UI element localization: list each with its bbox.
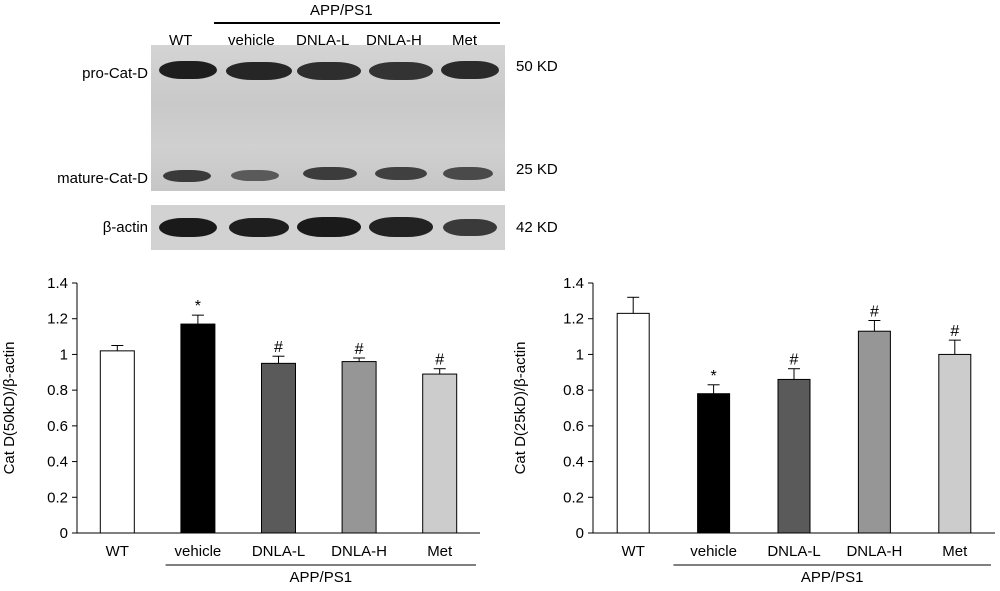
- significance-mark-dnla-l: #: [274, 339, 283, 356]
- y-tick-label: 1.2: [47, 311, 68, 328]
- group-label: APP/PS1: [290, 569, 353, 586]
- cat-d-blot-image: [151, 45, 505, 191]
- bar-dnla-h: [341, 361, 377, 534]
- y-tick-label: 0.4: [563, 454, 584, 471]
- x-tick-label-met: Met: [427, 543, 453, 560]
- actin-band-wt: [159, 218, 217, 237]
- actin-band-dnla-h: [369, 217, 433, 237]
- significance-mark-met: #: [435, 352, 444, 369]
- x-tick-label-dnla-h: DNLA-H: [846, 543, 902, 560]
- x-tick-label-wt: WT: [106, 543, 129, 560]
- y-tick-label: 0.2: [47, 489, 68, 506]
- y-tick-label: 0: [60, 525, 68, 542]
- blot-group-line: [214, 22, 500, 24]
- marker-label-42kd: 42 KD: [516, 219, 558, 236]
- x-tick-label-vehicle: vehicle: [175, 543, 222, 560]
- significance-mark-dnla-h: #: [870, 304, 879, 321]
- y-tick-label: 0.8: [47, 382, 68, 399]
- lane-label-vehicle: vehicle: [228, 32, 275, 49]
- x-tick-label-met: Met: [942, 543, 968, 560]
- mature-band-met: [443, 167, 493, 180]
- x-tick-label-dnla-l: DNLA-L: [767, 543, 820, 560]
- mature-band-vehicle: [231, 170, 279, 181]
- bar-wt: [616, 312, 650, 534]
- significance-mark-dnla-l: #: [790, 352, 799, 369]
- y-tick-label: 0: [576, 525, 584, 542]
- x-tick-label-dnla-h: DNLA-H: [331, 543, 387, 560]
- y-tick-label: 1.2: [563, 311, 584, 328]
- group-label: APP/PS1: [801, 569, 864, 586]
- mature-band-wt: [163, 170, 211, 182]
- bar-dnla-h: [857, 330, 891, 534]
- bar-vehicle: [697, 393, 731, 534]
- y-tick-label: 0.6: [47, 418, 68, 435]
- actin-band-dnla-l: [297, 217, 361, 237]
- pro-band-vehicle: [226, 62, 292, 80]
- row-label-pro-cat-d: pro-Cat-D: [82, 65, 148, 82]
- lane-label-dnla-h: DNLA-H: [366, 32, 422, 49]
- marker-label-25kd: 25 KD: [516, 161, 558, 178]
- y-axis-label: Cat D(25kD)/β-actin: [512, 342, 529, 475]
- significance-mark-vehicle: *: [195, 298, 201, 315]
- x-tick-label-vehicle: vehicle: [690, 543, 737, 560]
- y-tick-label: 0.4: [47, 454, 68, 471]
- row-label-mature-cat-d: mature-Cat-D: [57, 170, 148, 187]
- significance-mark-vehicle: *: [710, 368, 716, 385]
- bar-met: [422, 373, 458, 534]
- bar-met: [938, 353, 972, 534]
- blot-group-label: APP/PS1: [310, 2, 373, 19]
- actin-band-vehicle: [229, 218, 289, 237]
- lane-label-met: Met: [452, 32, 478, 49]
- beta-actin-blot-image: [151, 205, 505, 250]
- mature-band-dnla-l: [303, 167, 357, 180]
- lane-label-dnla-l: DNLA-L: [296, 32, 350, 49]
- bar-dnla-l: [777, 378, 811, 534]
- y-tick-label: 1.4: [47, 275, 68, 292]
- chart-cat-d-50kd: 0 0.2 0.4 0.6 0.8 1 1.2 1.4 Cat D(50kD)/β-actin W…: [1, 275, 480, 586]
- y-tick-label: 0.2: [563, 489, 584, 506]
- pro-band-dnla-l: [297, 62, 361, 80]
- bar-wt: [99, 350, 135, 534]
- actin-band-met: [443, 219, 497, 236]
- pro-band-wt: [159, 61, 217, 79]
- y-tick-label: 1: [576, 346, 584, 363]
- y-axis-label: Cat D(50kD)/β-actin: [1, 342, 18, 475]
- y-tick-label: 1.4: [563, 275, 584, 292]
- pro-band-met: [441, 61, 499, 79]
- y-tick-label: 0.8: [563, 382, 584, 399]
- marker-label-50kd: 50 KD: [516, 58, 558, 75]
- pro-band-dnla-h: [369, 62, 433, 80]
- bar-dnla-l: [261, 362, 296, 534]
- mature-band-dnla-h: [375, 167, 427, 180]
- y-tick-label: 1: [60, 346, 68, 363]
- y-tick-label: 0.6: [563, 418, 584, 435]
- x-tick-label-wt: WT: [622, 543, 645, 560]
- significance-mark-dnla-h: #: [355, 341, 364, 358]
- row-label-beta-actin: β-actin: [102, 219, 148, 236]
- lane-label-wt: WT: [169, 32, 193, 49]
- chart-cat-d-25kd: 0 0.2 0.4 0.6 0.8 1 1.2 1.4 Cat D(25kD)/β-actin W…: [512, 275, 995, 586]
- x-tick-label-dnla-l: DNLA-L: [252, 543, 305, 560]
- bar-vehicle: [180, 323, 216, 534]
- significance-mark-met: #: [950, 323, 959, 340]
